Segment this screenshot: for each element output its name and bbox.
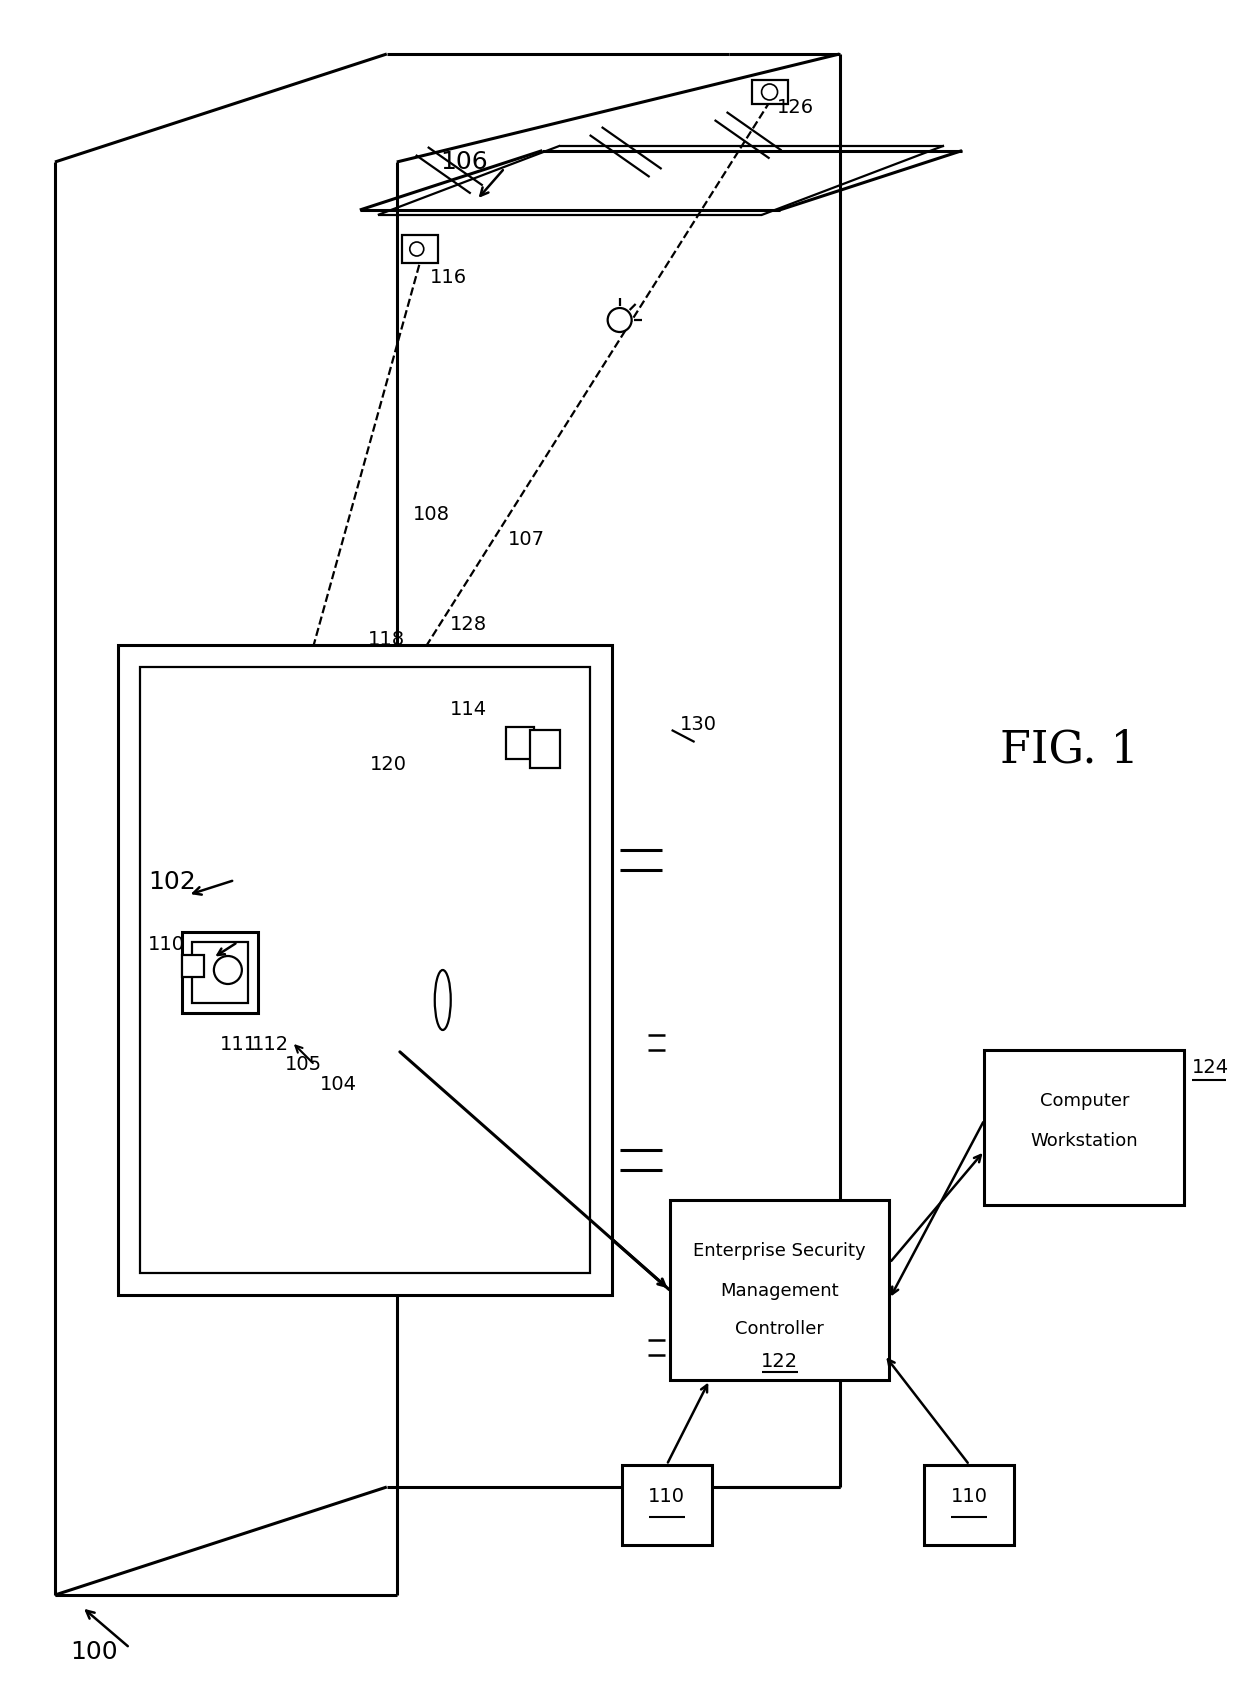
- Bar: [182, 932, 258, 1013]
- Text: 100: 100: [69, 1640, 118, 1664]
- Bar: [192, 942, 248, 1003]
- Bar: [529, 730, 559, 768]
- Text: 112: 112: [252, 1035, 289, 1054]
- Text: 114: 114: [450, 699, 487, 720]
- Text: Workstation: Workstation: [1030, 1132, 1138, 1150]
- Text: 110: 110: [148, 936, 185, 954]
- Bar: [670, 1199, 889, 1380]
- Text: 122: 122: [761, 1351, 799, 1371]
- Bar: [182, 954, 203, 976]
- Circle shape: [213, 956, 242, 985]
- Text: 128: 128: [450, 615, 487, 633]
- Bar: [621, 1464, 712, 1545]
- Text: 118: 118: [368, 630, 405, 649]
- Circle shape: [608, 307, 631, 333]
- Text: 126: 126: [776, 98, 813, 117]
- Circle shape: [761, 84, 777, 100]
- Text: 116: 116: [430, 269, 467, 287]
- Ellipse shape: [435, 969, 451, 1030]
- Text: FIG. 1: FIG. 1: [999, 728, 1138, 772]
- Text: 110: 110: [649, 1488, 686, 1507]
- Bar: [751, 79, 787, 105]
- Text: 111: 111: [219, 1035, 257, 1054]
- Text: 105: 105: [285, 1056, 322, 1074]
- Text: 107: 107: [507, 530, 544, 549]
- Bar: [402, 235, 438, 263]
- Bar: [925, 1464, 1014, 1545]
- Text: 108: 108: [413, 505, 450, 524]
- Text: Controller: Controller: [735, 1321, 825, 1338]
- Bar: [506, 726, 533, 758]
- Text: 106: 106: [440, 150, 487, 174]
- Text: 120: 120: [370, 755, 407, 774]
- Bar: [140, 667, 590, 1274]
- Text: Management: Management: [720, 1282, 839, 1301]
- Text: 130: 130: [680, 714, 717, 735]
- Text: 104: 104: [320, 1074, 357, 1094]
- Circle shape: [409, 242, 424, 257]
- Text: 124: 124: [1193, 1057, 1229, 1078]
- Bar: [985, 1051, 1184, 1204]
- Text: Enterprise Security: Enterprise Security: [693, 1241, 866, 1260]
- Text: Computer: Computer: [1039, 1093, 1130, 1110]
- Text: 110: 110: [951, 1488, 988, 1507]
- Bar: [118, 645, 611, 1295]
- Text: 102: 102: [148, 870, 196, 893]
